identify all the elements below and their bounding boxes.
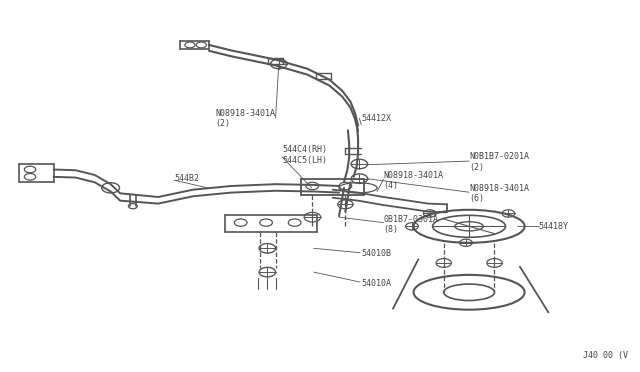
Text: J40 00 (V: J40 00 (V [582,351,628,360]
Text: N08918-3401A
(2): N08918-3401A (2) [215,109,275,128]
Text: N08918-3401A
(6): N08918-3401A (6) [469,184,529,203]
Text: 54418Y: 54418Y [539,222,569,231]
Text: 54010A: 54010A [361,279,391,288]
Text: 54412X: 54412X [361,114,391,123]
Text: 0B1B7-0301A
(8): 0B1B7-0301A (8) [383,215,438,234]
Text: N08918-3401A
(4): N08918-3401A (4) [383,171,444,190]
Text: N0B1B7-0201A
(2): N0B1B7-0201A (2) [469,153,529,172]
Text: 54010B: 54010B [361,249,391,258]
Text: 544C4(RH)
544C5(LH): 544C4(RH) 544C5(LH) [282,145,327,164]
Text: 544B2: 544B2 [174,174,199,183]
